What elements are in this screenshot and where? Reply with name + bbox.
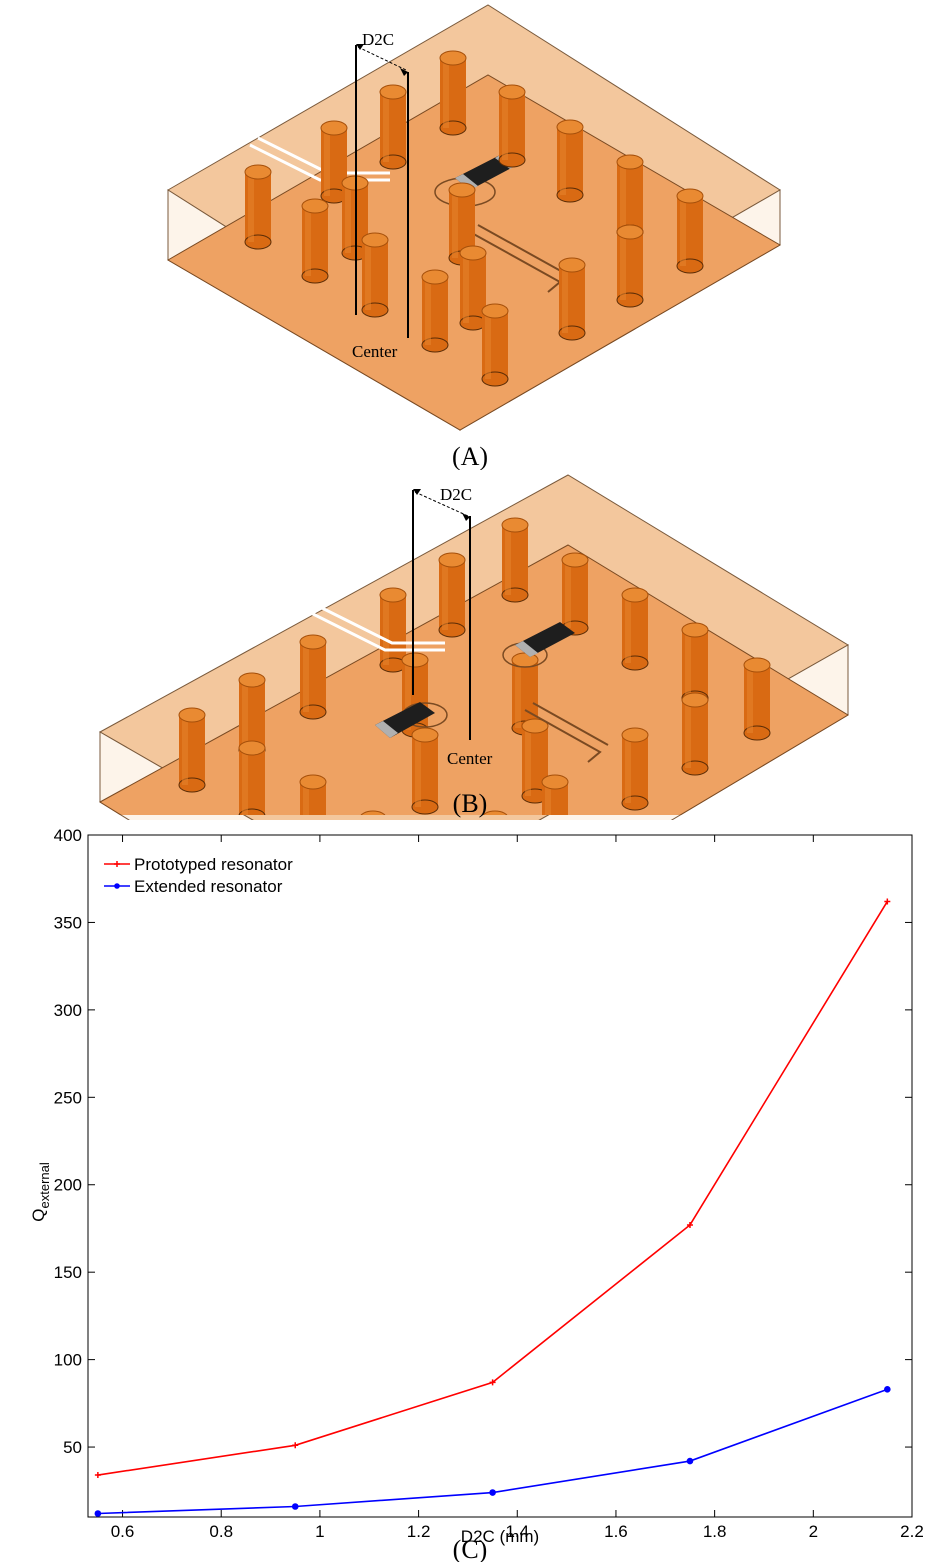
legend-label-1: Prototyped resonator <box>134 855 293 874</box>
y-axis-label: Qexternal <box>29 1162 52 1222</box>
a-post-15 <box>459 245 487 331</box>
b-post-1 <box>501 517 529 603</box>
b-post-14 <box>681 692 709 776</box>
a-post-7 <box>320 120 348 204</box>
d2c-dimension-a <box>355 44 409 338</box>
feed-line-b1 <box>304 601 445 652</box>
d2c-label-a: D2C <box>362 30 394 49</box>
x-tick-label: 0.8 <box>209 1522 233 1541</box>
x-axis-label: D2C (mm) <box>461 1527 539 1546</box>
y-tick-label: 200 <box>54 1176 82 1195</box>
b-post-8 <box>299 634 327 720</box>
a-post-3 <box>556 119 584 203</box>
a-post-14 <box>558 257 586 341</box>
x-tick-label: 1 <box>315 1522 324 1541</box>
y-tick-label: 300 <box>54 1001 82 1020</box>
b-post-17 <box>482 810 508 815</box>
figure-a: D2C Center (A) <box>167 4 781 470</box>
b-post-7 <box>379 587 407 673</box>
a-post-2 <box>498 84 526 168</box>
series-2-point <box>291 1503 299 1510</box>
series-2-point <box>884 1386 891 1393</box>
b-post-4 <box>621 587 649 671</box>
x-tick-label: 0.6 <box>111 1522 135 1541</box>
a-post-16 <box>421 269 449 353</box>
series-2-point <box>686 1457 694 1465</box>
x-tick-label: 1.4 <box>505 1522 529 1541</box>
series-1-point <box>686 1221 693 1228</box>
b-post-10 <box>178 707 206 793</box>
figure-c-chart: 0.6 0.8 1 1.2 1.4 1.6 1.8 2 2.2 50 100 150 200 250 30… <box>29 826 924 1562</box>
y-tick-label: 400 <box>54 826 82 845</box>
b-post-3 <box>561 552 589 636</box>
posts-a <box>244 50 704 387</box>
figure-b-overlay: D2C Center (B) <box>304 485 609 818</box>
b-post-21 <box>238 740 266 815</box>
b-post-12 <box>511 652 539 736</box>
y-tick-label: 350 <box>54 913 82 932</box>
series-1-point <box>489 1379 496 1386</box>
y-tick-label: 150 <box>54 1263 82 1282</box>
legend: Prototyped resonator Extended resonator <box>104 855 293 896</box>
a-post-11 <box>361 232 389 318</box>
caption-b: (B) <box>453 789 488 818</box>
b-post-22 <box>411 727 439 815</box>
b-post-19 <box>360 810 386 815</box>
series-2-point <box>489 1489 496 1496</box>
a-post-17 <box>481 303 509 387</box>
caption-a: (A) <box>452 442 488 470</box>
chip-icon-b1 <box>502 622 575 668</box>
d2c-dimension-b <box>412 489 471 740</box>
b-post-6 <box>743 657 771 741</box>
a-post-8 <box>244 164 272 250</box>
y-tick-label: 50 <box>63 1438 82 1457</box>
series-1-point <box>94 1472 101 1479</box>
b-post-15 <box>621 727 649 811</box>
y-axis-label-subscript: external <box>37 1162 52 1208</box>
x-axis-ticks: 0.6 0.8 1 1.2 1.4 1.6 1.8 2 2.2 <box>111 835 924 1541</box>
series-1-point <box>292 1442 299 1449</box>
b-post-16 <box>541 774 569 815</box>
b-post-2 <box>438 552 466 638</box>
caption-c: (C) <box>453 1535 488 1562</box>
feed-line-b2 <box>524 702 609 763</box>
chart-series <box>94 898 891 1517</box>
x-tick-label: 1.8 <box>703 1522 727 1541</box>
a-post-1 <box>439 50 467 136</box>
a-post-6 <box>379 84 407 170</box>
x-tick-label: 1.2 <box>407 1522 431 1541</box>
y-tick-label: 100 <box>54 1351 82 1370</box>
a-post-13 <box>616 224 644 308</box>
x-tick-label: 2 <box>809 1522 818 1541</box>
a-post-9 <box>301 198 329 284</box>
series-2-point <box>94 1510 102 1517</box>
center-label-b: Center <box>447 749 493 768</box>
a-post-5 <box>676 188 704 274</box>
x-tick-label: 2.2 <box>900 1522 924 1541</box>
y-axis-ticks: 50 100 150 200 250 300 350 400 <box>54 826 912 1457</box>
b-post-20 <box>299 774 327 815</box>
d2c-label-b: D2C <box>440 485 472 504</box>
plot-frame <box>87 834 913 1518</box>
legend-label-2: Extended resonator <box>134 877 283 896</box>
center-label-a: Center <box>352 342 398 361</box>
chip-icon-b2 <box>375 702 448 738</box>
y-tick-label: 250 <box>54 1088 82 1107</box>
x-tick-label: 1.6 <box>604 1522 628 1541</box>
series-1-point <box>884 898 891 905</box>
b-post-13 <box>521 718 549 804</box>
y-axis-label-main: Q <box>29 1209 48 1222</box>
